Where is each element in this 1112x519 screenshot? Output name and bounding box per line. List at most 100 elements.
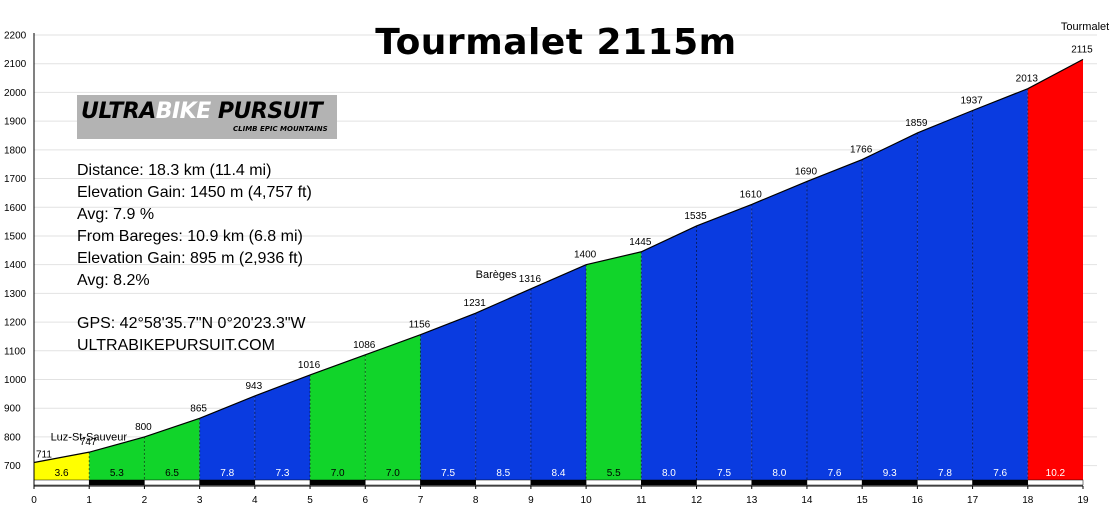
- segment-area: [806, 159, 863, 480]
- y-tick-label: 1100: [4, 346, 26, 357]
- distance-bar-segment: [254, 479, 311, 486]
- x-tick-label: 15: [857, 495, 869, 506]
- gradient-label: 7.0: [386, 468, 400, 479]
- x-tick-label: 13: [746, 495, 758, 506]
- elevation-label: 2115: [1071, 44, 1093, 55]
- profile-line: [33, 58, 1084, 464]
- gradient-label: 9.3: [883, 468, 897, 479]
- segment-area: [1027, 59, 1083, 480]
- y-tick-label: 1900: [4, 117, 27, 128]
- elevation-label: 1156: [409, 320, 431, 331]
- segment-area: [586, 251, 642, 480]
- chart-axes: [33, 33, 1084, 489]
- ultrabikepursuit-logo: ULTRABIKE PURSUIT CLIMB EPIC MOUNTAINS: [77, 95, 337, 139]
- logo-text-bike: BIKE: [155, 99, 212, 124]
- segment-area: [530, 264, 587, 480]
- x-tick-label: 17: [967, 495, 979, 506]
- x-tick-label: 0: [31, 495, 37, 506]
- x-tick-label: 12: [691, 495, 703, 506]
- gradient-label: 7.5: [717, 468, 731, 479]
- elevation-label: 747: [80, 437, 97, 448]
- gradient-label: 7.3: [275, 468, 289, 479]
- chart-labels: 7008009001000110012001300140015001600170…: [4, 21, 1109, 506]
- info-elevation-gain-bareges: Elevation Gain: 895 m (2,936 ft): [77, 250, 303, 267]
- y-tick-label: 900: [4, 404, 21, 415]
- distance-bar-segment: [33, 479, 90, 486]
- segment-area: [365, 334, 421, 480]
- info-website: ULTRABIKEPURSUIT.COM: [77, 337, 275, 354]
- y-tick-label: 1800: [4, 145, 27, 156]
- gradient-label: 5.3: [110, 468, 124, 479]
- info-elevation-gain: Elevation Gain: 1450 m (4,757 ft): [77, 184, 312, 201]
- distance-bar-segment: [585, 479, 642, 486]
- x-tick-label: 19: [1077, 495, 1089, 506]
- distance-bar-segment: [530, 479, 587, 486]
- gradient-label: 7.0: [331, 468, 345, 479]
- distance-bar-segment: [751, 479, 808, 486]
- segment-area: [641, 225, 697, 480]
- segment-area: [917, 110, 973, 480]
- logo-wordmark: ULTRABIKE PURSUIT: [81, 99, 323, 124]
- elevation-label: 1859: [905, 118, 928, 129]
- gradient-label: 10.2: [1046, 468, 1066, 479]
- elevation-label: 2013: [1016, 74, 1039, 85]
- elevation-label: 943: [245, 381, 262, 392]
- segment-area: [199, 395, 255, 480]
- x-tick-label: 11: [636, 495, 647, 506]
- place-annotation: Tourmalet: [1061, 21, 1109, 33]
- gradient-label: 7.8: [938, 468, 952, 479]
- distance-bar-segment: [641, 479, 697, 486]
- distance-bar-segment: [365, 479, 421, 486]
- segment-area: [751, 181, 807, 480]
- y-tick-label: 1600: [4, 203, 27, 214]
- segment-area: [420, 313, 476, 480]
- info-gps: GPS: 42°58'35.7"N 0°20'23.3"W: [77, 315, 306, 332]
- gradient-label: 7.6: [993, 468, 1007, 479]
- segment-area: [89, 436, 145, 480]
- distance-bar-segment: [972, 479, 1029, 486]
- distance-bar-segment: [1027, 479, 1084, 486]
- x-tick-label: 14: [801, 495, 813, 506]
- distance-bar-segment: [917, 479, 973, 486]
- segment-area: [696, 204, 752, 481]
- segment-area: [254, 374, 311, 480]
- place-annotation: Barèges: [476, 269, 517, 281]
- y-tick-label: 1700: [4, 174, 27, 185]
- gradient-label: 7.6: [828, 468, 842, 479]
- elevation-label: 1445: [629, 237, 652, 248]
- elevation-label: 1766: [850, 145, 873, 156]
- gradient-label: 8.0: [662, 468, 676, 479]
- gradient-label: 3.6: [55, 468, 69, 479]
- y-tick-label: 1300: [4, 289, 27, 300]
- segment-area: [862, 132, 918, 480]
- x-tick-label: 18: [1022, 495, 1034, 506]
- place-annotation: Luz-St-Sauveur: [51, 431, 128, 443]
- gradient-label: 5.5: [607, 468, 621, 479]
- segment-area: [34, 452, 90, 480]
- gradient-label: 8.4: [552, 468, 566, 479]
- info-distance: Distance: 18.3 km (11.4 mi): [77, 162, 272, 179]
- elevation-label: 1316: [519, 274, 542, 285]
- logo-text-ultra: ULTRA: [81, 99, 156, 124]
- elevation-label: 1690: [795, 166, 818, 177]
- elevation-label: 865: [190, 403, 207, 414]
- x-tick-label: 10: [581, 495, 593, 506]
- y-tick-label: 1200: [4, 318, 27, 329]
- distance-bar-segment: [199, 479, 256, 486]
- elevation-label: 1231: [464, 298, 487, 309]
- y-tick-label: 2100: [4, 59, 27, 70]
- distance-bar-segment: [861, 479, 918, 486]
- distance-bar-segment: [420, 479, 476, 486]
- elevation-label: 1086: [353, 340, 376, 351]
- elevation-label: 711: [36, 449, 52, 460]
- gradient-label: 8.5: [496, 468, 510, 479]
- elevation-label: 1937: [960, 96, 983, 107]
- segment-area: [310, 354, 366, 480]
- y-tick-label: 2000: [4, 88, 27, 99]
- x-tick-label: 8: [473, 495, 479, 506]
- gradient-label: 6.5: [165, 468, 179, 479]
- distance-bar-segment: [696, 479, 752, 486]
- x-tick-label: 2: [142, 495, 148, 506]
- elevation-label: 800: [135, 422, 152, 433]
